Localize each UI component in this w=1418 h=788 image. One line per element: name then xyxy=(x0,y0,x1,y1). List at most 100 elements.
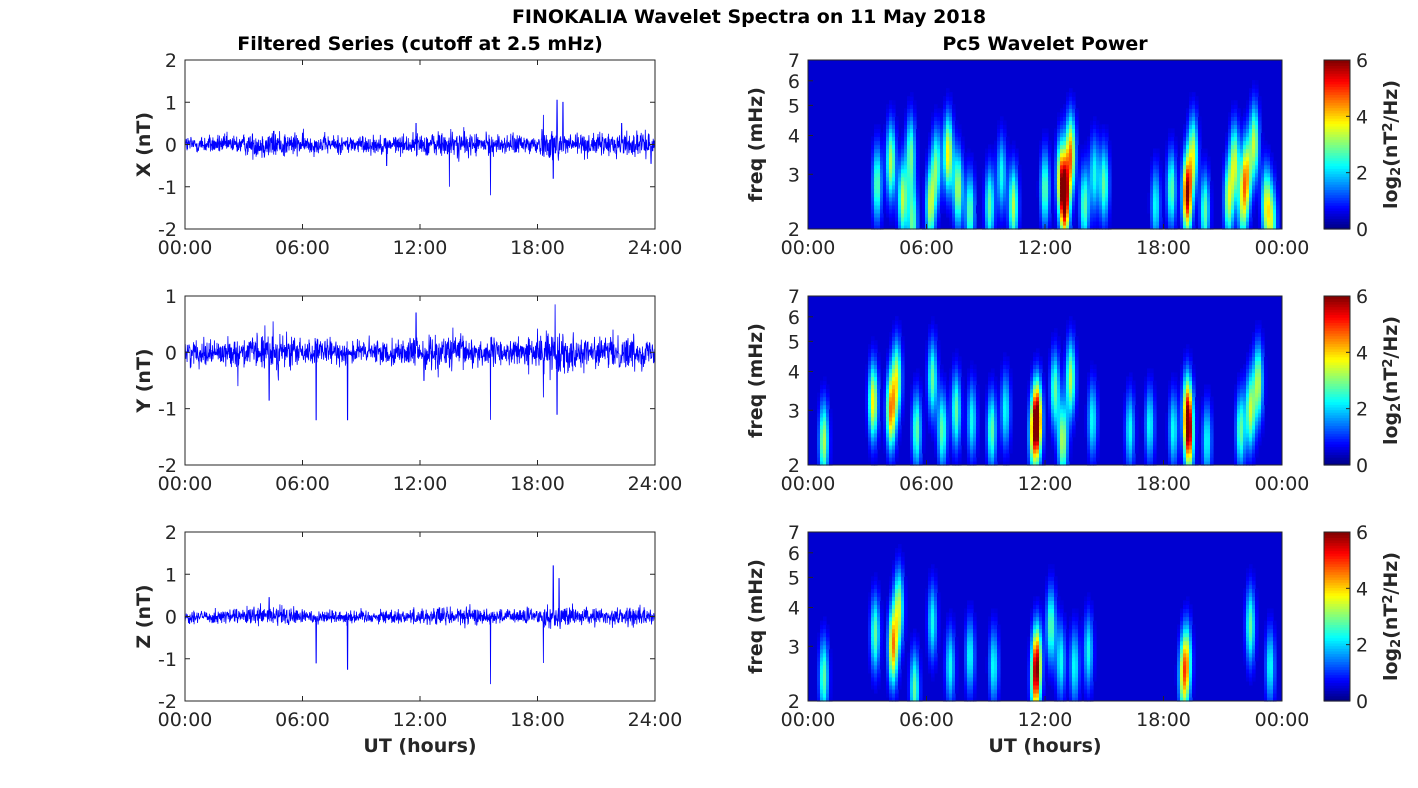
spectrogram-cell xyxy=(1090,408,1094,414)
spectrogram-cell xyxy=(880,160,884,166)
spectrogram-cell xyxy=(940,124,944,129)
spectrogram-cell xyxy=(1264,148,1268,154)
spectrogram-cell xyxy=(1237,456,1241,462)
spectrogram-cell xyxy=(1186,216,1190,222)
spectrogram-cell xyxy=(892,220,896,226)
spectrogram-cell xyxy=(976,396,980,402)
spectrogram-cell xyxy=(1237,156,1241,162)
spectrogram-cell xyxy=(1042,184,1046,190)
spectrogram-cell xyxy=(1195,144,1199,150)
spectrogram-cell xyxy=(913,120,917,125)
spectrogram-cell xyxy=(1231,188,1235,194)
spectrogram-cell xyxy=(994,416,998,422)
spectrogram-cell xyxy=(1108,156,1112,162)
spectrogram-cell xyxy=(1123,460,1127,466)
spectrogram-cell xyxy=(1027,396,1031,402)
spectrogram-cell xyxy=(1231,124,1235,129)
spectrogram-cell xyxy=(1039,416,1043,422)
spectrogram-cell xyxy=(895,224,899,230)
spectrogram-cell xyxy=(1090,196,1094,202)
spectrogram-cell xyxy=(880,220,884,226)
spectrogram-cell xyxy=(985,196,989,202)
spectrogram-cell xyxy=(940,184,944,190)
spectrogram-cell xyxy=(898,420,902,426)
spectrogram-cell xyxy=(1243,144,1247,150)
spectrogram-cell xyxy=(943,412,947,418)
spectrogram-cell xyxy=(1147,424,1151,430)
spectrogram-cell xyxy=(826,404,830,410)
spectrogram-cell xyxy=(991,452,995,458)
spectrogram-cell xyxy=(1192,140,1196,146)
spectrogram-cell xyxy=(943,168,947,174)
spectrogram-cell xyxy=(946,92,950,97)
spectrogram-cell xyxy=(1240,136,1244,142)
spectrogram-cell xyxy=(922,196,926,202)
spectrogram-cell xyxy=(886,460,890,466)
spectrogram-cell xyxy=(916,212,920,218)
spectrogram-cell xyxy=(877,148,881,154)
spectrogram-cell xyxy=(1015,180,1019,186)
spectrogram-cell xyxy=(895,152,899,158)
spectrogram-cell xyxy=(1009,208,1013,214)
spectrogram-cell xyxy=(937,224,941,230)
spectrogram-cell xyxy=(1258,192,1262,198)
spectrogram-cell xyxy=(1042,172,1046,178)
spectrogram-cell xyxy=(943,108,947,113)
spectrogram-cell xyxy=(1186,456,1190,462)
spectrogram-cell xyxy=(1066,132,1070,138)
spectrogram-cell xyxy=(952,404,956,410)
spectrogram-cell xyxy=(916,384,920,390)
spectrogram-cell xyxy=(913,132,917,138)
spectrogram-cell xyxy=(952,128,956,134)
spectrogram-cell xyxy=(1177,384,1181,390)
spectrogram-cell xyxy=(1189,412,1193,418)
spectrogram-cell xyxy=(1039,384,1043,390)
spectrogram-cell xyxy=(1129,448,1133,454)
spectrogram-cell xyxy=(1273,196,1277,202)
spectrogram-cell xyxy=(1015,176,1019,182)
spectrogram-cell xyxy=(1033,432,1037,438)
spectrogram-cell xyxy=(1039,180,1043,186)
spectrogram-cell xyxy=(1180,176,1184,182)
spectrogram-cell xyxy=(913,192,917,198)
spectrogram-cell xyxy=(1084,184,1088,190)
colorbar-cell xyxy=(1324,112,1350,117)
spectrogram-cell xyxy=(916,452,920,458)
spectrogram-cell xyxy=(973,224,977,230)
spectrogram-cell xyxy=(1192,384,1196,390)
spectrogram-cell xyxy=(1228,208,1232,214)
spectrogram-cell xyxy=(1147,380,1151,386)
spectrogram-cell xyxy=(1237,444,1241,450)
spectrogram-cell xyxy=(1072,184,1076,190)
spectrogram-cell xyxy=(880,164,884,170)
spectrogram-cell xyxy=(940,136,944,142)
spectrogram-cell xyxy=(820,400,824,406)
spectrogram-cell xyxy=(1174,444,1178,450)
spectrogram-cell xyxy=(1108,224,1112,230)
spectrogram-cell xyxy=(940,164,944,170)
spectrogram-cell xyxy=(1156,212,1160,218)
spectrogram-cell xyxy=(871,452,875,458)
spectrogram-cell xyxy=(1135,440,1139,446)
spectrogram-cell xyxy=(1195,212,1199,218)
spectrogram-cell xyxy=(1189,216,1193,222)
spectrogram-cell xyxy=(949,388,953,394)
spectrogram-cell xyxy=(1186,168,1190,174)
spectrogram-cell xyxy=(955,208,959,214)
spectrogram-cell xyxy=(886,452,890,458)
spectrogram-cell xyxy=(928,188,932,194)
spectrogram-cell xyxy=(949,220,953,226)
spectrogram-cell xyxy=(1174,216,1178,222)
spectrogram-cell xyxy=(1069,88,1073,93)
colorbar-cell xyxy=(1324,118,1350,122)
spectrogram-cell xyxy=(1066,404,1070,410)
spectrogram-cell xyxy=(904,224,908,230)
spectrogram-cell xyxy=(868,436,872,442)
spectrogram-cell xyxy=(1201,444,1205,450)
spectrogram-cell xyxy=(1186,172,1190,178)
spectrogram-cell xyxy=(1090,432,1094,438)
spectrogram-cell xyxy=(1270,204,1274,210)
spectrogram-cell xyxy=(1015,192,1019,198)
spectrogram-cell xyxy=(1246,396,1250,402)
